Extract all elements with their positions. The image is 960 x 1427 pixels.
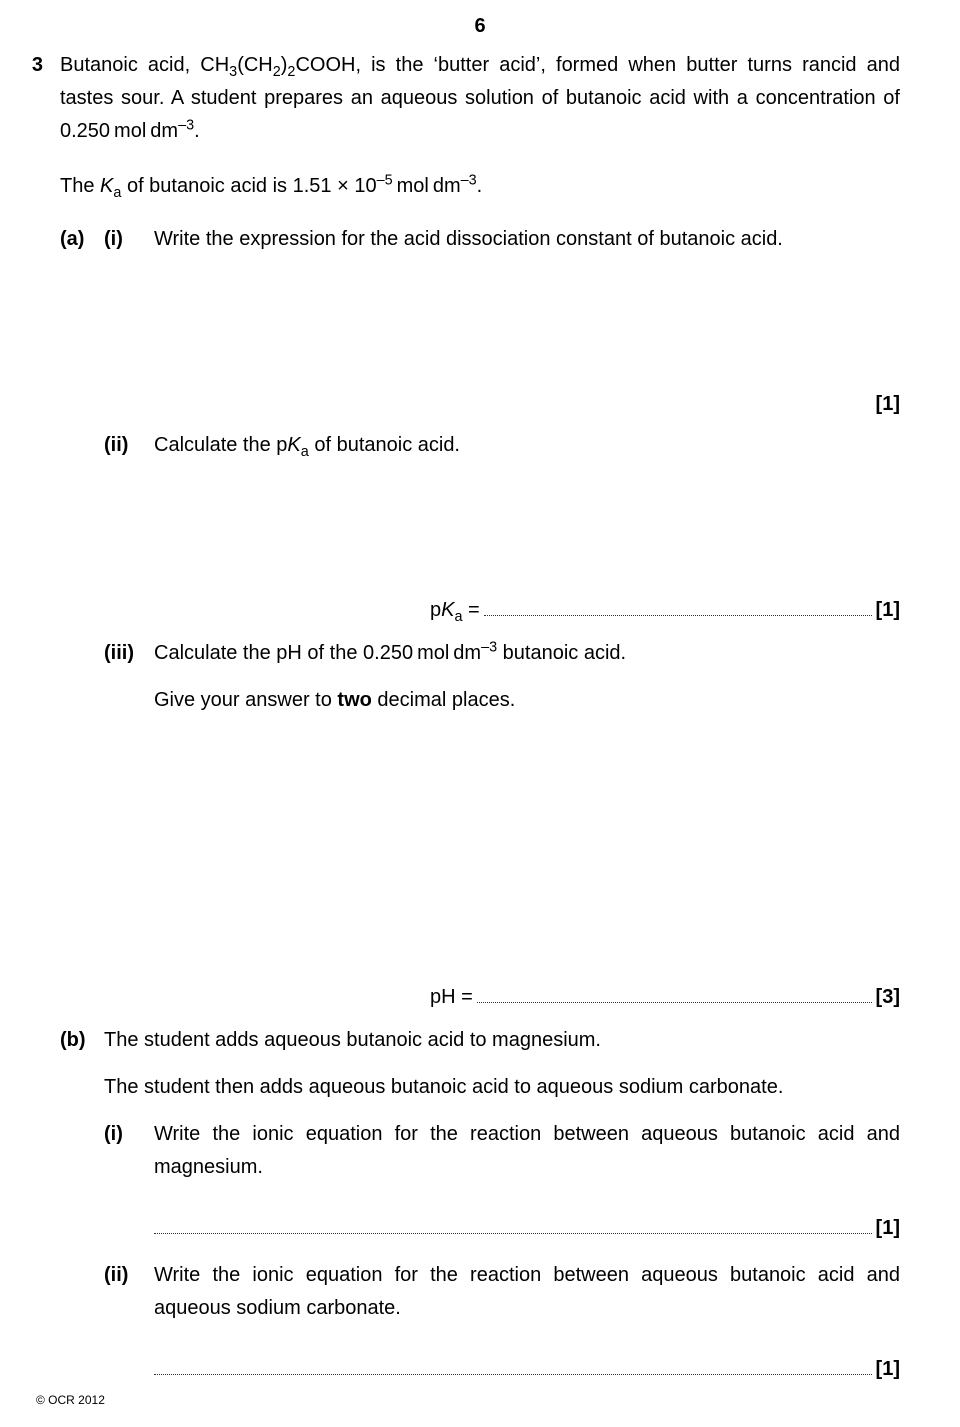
pka-label: pKa =: [430, 594, 480, 627]
question-number: 3: [15, 49, 43, 148]
ph-answer-line: pH = [3]: [430, 981, 900, 1014]
part-b-intro2: The student then adds aqueous butanoic a…: [104, 1071, 900, 1104]
part-a-iii-extra: Give your answer to two decimal places.: [154, 684, 900, 717]
part-a-i-label: (i): [104, 223, 154, 256]
b-ii-answer-field[interactable]: [154, 1356, 872, 1375]
part-b-i-label: (i): [104, 1118, 154, 1184]
part-b-ii-answer: [1]: [60, 1349, 900, 1386]
part-b-intro1: The student adds aqueous butanoic acid t…: [104, 1024, 900, 1057]
part-a-iii: (iii) Calculate the pH of the 0.250 mol …: [60, 637, 900, 670]
part-a-iii-label: (iii): [104, 637, 154, 670]
part-a-label: (a): [60, 223, 104, 256]
copyright: © OCR 2012: [36, 1391, 105, 1411]
pka-answer-line: pKa = [1]: [430, 594, 900, 627]
part-a-iii-mark: [3]: [876, 981, 900, 1014]
b-i-answer-field[interactable]: [154, 1215, 872, 1234]
intro-row-2: The Ka of butanoic acid is 1.51 × 10–5 m…: [60, 170, 900, 203]
part-b-ii-text: Write the ionic equation for the reactio…: [154, 1259, 900, 1325]
exam-page: 6 3 Butanoic acid, CH3(CH2)2COOH, is the…: [0, 0, 960, 1427]
part-a-iii-extra-row: Give your answer to two decimal places.: [60, 684, 900, 717]
part-a-iii-text: Calculate the pH of the 0.250 mol dm–3 b…: [154, 637, 900, 670]
part-b-ii-mark: [1]: [876, 1353, 900, 1386]
part-b-intro2-row: The student then adds aqueous butanoic a…: [60, 1071, 900, 1104]
part-a-i-mark: [1]: [60, 388, 900, 421]
part-a-ii: (ii) Calculate the pKa of butanoic acid.: [60, 429, 900, 462]
part-b-ii-label: (ii): [104, 1259, 154, 1325]
part-a-ii-text: Calculate the pKa of butanoic acid.: [154, 429, 900, 462]
part-a-ii-label: (ii): [104, 429, 154, 462]
question-intro: 3 Butanoic acid, CH3(CH2)2COOH, is the ‘…: [60, 49, 900, 148]
ph-answer-field[interactable]: [477, 984, 872, 1003]
part-a-ii-mark: [1]: [876, 594, 900, 627]
intro-text-2: The Ka of butanoic acid is 1.51 × 10–5 m…: [60, 170, 900, 203]
part-a-i: (a) (i) Write the expression for the aci…: [60, 223, 900, 256]
pka-answer-field[interactable]: [484, 597, 872, 616]
ph-label: pH =: [430, 981, 473, 1014]
part-a-i-text: Write the expression for the acid dissoc…: [154, 223, 900, 256]
part-b-i-answer: [1]: [60, 1208, 900, 1245]
page-number: 6: [60, 0, 900, 49]
part-b-i-text: Write the ionic equation for the reactio…: [154, 1118, 900, 1184]
part-b-label: (b): [60, 1024, 104, 1057]
part-b-i-mark: [1]: [876, 1212, 900, 1245]
part-b: (b) The student adds aqueous butanoic ac…: [60, 1024, 900, 1057]
part-b-ii: (ii) Write the ionic equation for the re…: [60, 1259, 900, 1325]
part-b-i: (i) Write the ionic equation for the rea…: [60, 1118, 900, 1184]
intro-text-1: Butanoic acid, CH3(CH2)2COOH, is the ‘bu…: [60, 49, 900, 148]
